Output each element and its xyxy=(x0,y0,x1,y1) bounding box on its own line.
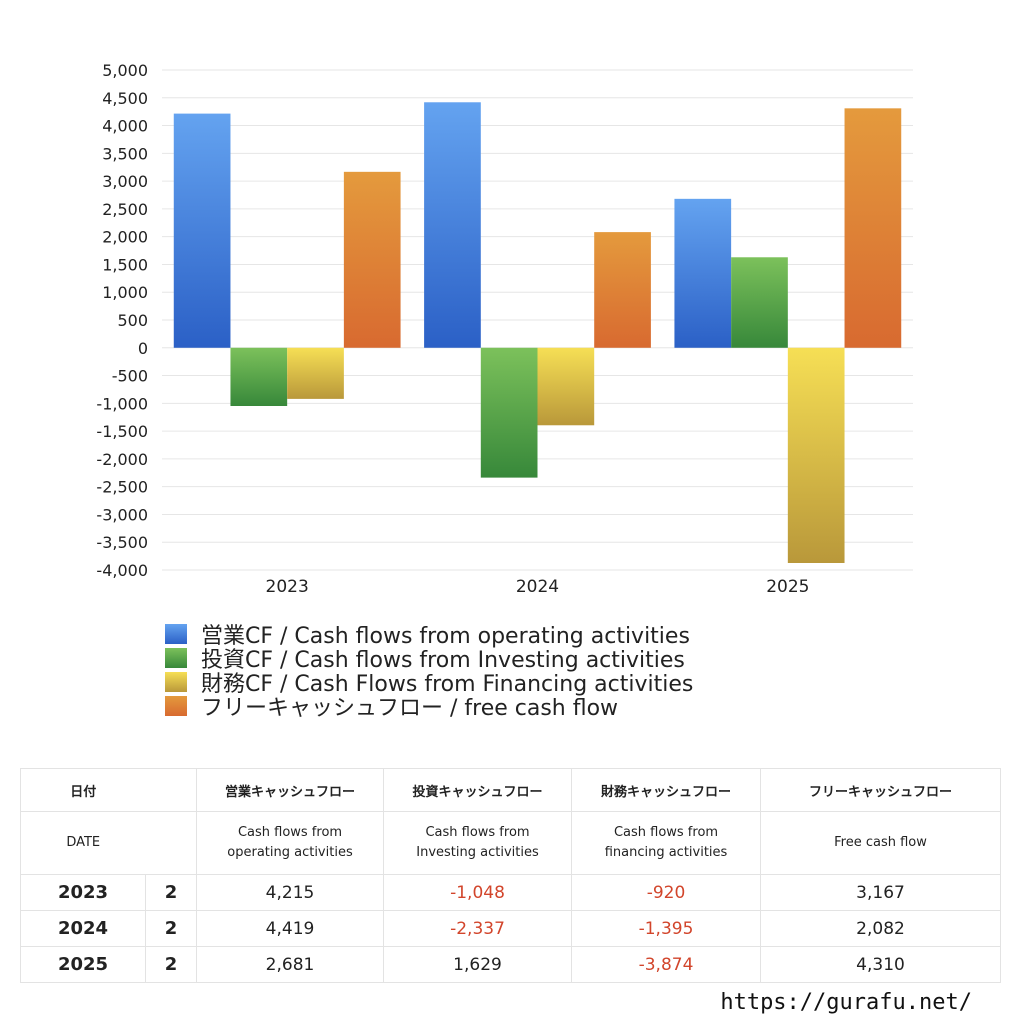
bar-operating xyxy=(173,113,231,348)
y-tick-label: 4,000 xyxy=(102,117,148,136)
cell-investing: 1,629 xyxy=(383,946,572,983)
cell-operating: 2,681 xyxy=(196,946,384,983)
x-axis-ticks: 2023 2024 2025 xyxy=(266,577,810,597)
table-header-japanese: 日付 営業キャッシュフロー 投資キャッシュフロー 財務キャッシュフロー フリーキ… xyxy=(20,768,1001,812)
y-tick-label: -1,000 xyxy=(96,394,148,413)
cell-operating: 4,419 xyxy=(196,910,384,947)
cell-financing: -1,395 xyxy=(571,910,761,947)
legend-item-financing: 財務CF / Cash Flows from Financing activit… xyxy=(165,670,693,697)
y-axis-ticks: 5,000 4,500 4,000 3,500 3,000 2,500 2,000 1,500… xyxy=(96,61,148,580)
table-row: 2023 2 4,215 -1,048 -920 3,167 xyxy=(20,874,1001,911)
y-tick-label: -3,000 xyxy=(96,505,148,524)
bar-financing xyxy=(287,347,344,399)
header-count-en xyxy=(145,811,197,875)
header-date-jp: 日付 xyxy=(20,768,146,812)
header-investing-en: Cash flows from Investing activities xyxy=(383,811,572,875)
bar-investing xyxy=(230,347,288,406)
site-url: https://gurafu.net/ xyxy=(720,990,972,1015)
cell-financing: -920 xyxy=(571,874,761,911)
cell-free-cash-flow: 2,082 xyxy=(760,910,1001,947)
y-tick-label: -4,000 xyxy=(96,561,148,580)
bar-investing xyxy=(731,257,788,348)
table-row: 2025 2 2,681 1,629 -3,874 4,310 xyxy=(20,946,1001,983)
cell-year: 2024 xyxy=(20,910,146,947)
y-tick-label: 2,500 xyxy=(102,200,148,219)
legend-label-operating: 営業CF / Cash flows from operating activit… xyxy=(201,624,690,649)
y-tick-label: 3,500 xyxy=(102,144,148,163)
legend-swatch-operating xyxy=(165,624,187,644)
y-tick-label: 0 xyxy=(138,339,148,358)
header-financing-en: Cash flows from financing activities xyxy=(571,811,761,875)
bar-financing xyxy=(537,347,595,426)
y-tick-label: -500 xyxy=(112,367,148,386)
y-tick-label: 3,000 xyxy=(102,172,148,191)
y-tick-label: 500 xyxy=(117,311,148,330)
header-operating-jp: 営業キャッシュフロー xyxy=(196,768,384,812)
cell-investing: -2,337 xyxy=(383,910,572,947)
cell-operating: 4,215 xyxy=(196,874,384,911)
cash-flow-bar-chart: 5,000 4,500 4,000 3,500 3,000 2,500 2,000 1,500… xyxy=(96,61,913,597)
x-tick-label: 2023 xyxy=(266,577,309,597)
cash-flow-table: 日付 営業キャッシュフロー 投資キャッシュフロー 財務キャッシュフロー フリーキ… xyxy=(20,768,1001,983)
y-tick-label: -1,500 xyxy=(96,422,148,441)
bar-free-cash-flow xyxy=(594,232,651,348)
legend-swatch-financing xyxy=(165,672,187,692)
header-financing-jp: 財務キャッシュフロー xyxy=(571,768,761,812)
bar-financing xyxy=(787,347,845,563)
cell-financing: -3,874 xyxy=(571,946,761,983)
cell-count: 2 xyxy=(145,946,197,983)
table-row: 2024 2 4,419 -2,337 -1,395 2,082 xyxy=(20,910,1001,947)
bar-free-cash-flow xyxy=(844,108,902,348)
header-investing-jp: 投資キャッシュフロー xyxy=(383,768,572,812)
legend-swatch-investing xyxy=(165,648,187,668)
legend-swatch-free-cash-flow xyxy=(165,696,187,716)
bar-free-cash-flow xyxy=(343,171,401,348)
cell-count: 2 xyxy=(145,910,197,947)
cell-free-cash-flow: 4,310 xyxy=(760,946,1001,983)
y-tick-label: 1,000 xyxy=(102,283,148,302)
header-free-cash-flow-jp: フリーキャッシュフロー xyxy=(760,768,1001,812)
y-tick-label: 5,000 xyxy=(102,61,148,80)
cell-year: 2025 xyxy=(20,946,146,983)
chart-legend: 営業CF / Cash flows from operating activit… xyxy=(165,622,693,721)
legend-item-free-cash-flow: フリーキャッシュフロー / free cash flow xyxy=(165,694,693,721)
x-tick-label: 2025 xyxy=(766,577,809,597)
legend-label-investing: 投資CF / Cash flows from Investing activit… xyxy=(201,648,685,673)
y-tick-label: -2,500 xyxy=(96,478,148,497)
legend-label-financing: 財務CF / Cash Flows from Financing activit… xyxy=(201,672,694,697)
cell-investing: -1,048 xyxy=(383,874,572,911)
legend-item-investing: 投資CF / Cash flows from Investing activit… xyxy=(165,646,693,673)
bar-operating xyxy=(674,198,732,348)
legend-label-free-cash-flow: フリーキャッシュフロー / free cash flow xyxy=(201,696,619,721)
header-operating-en: Cash flows from operating activities xyxy=(196,811,384,875)
header-date-en: DATE xyxy=(20,811,146,875)
cell-count: 2 xyxy=(145,874,197,911)
bar-operating xyxy=(424,102,481,348)
bar-investing xyxy=(480,347,538,478)
y-tick-label: 1,500 xyxy=(102,255,148,274)
y-tick-label: 2,000 xyxy=(102,228,148,247)
y-tick-label: -3,500 xyxy=(96,533,148,552)
cell-year: 2023 xyxy=(20,874,146,911)
header-free-cash-flow-en: Free cash flow xyxy=(760,811,1001,875)
cell-free-cash-flow: 3,167 xyxy=(760,874,1001,911)
bars xyxy=(173,102,902,563)
header-count-jp xyxy=(145,768,197,812)
table-header-english: DATE Cash flows from operating activitie… xyxy=(20,811,1001,875)
y-tick-label: -2,000 xyxy=(96,450,148,469)
legend-item-operating: 営業CF / Cash flows from operating activit… xyxy=(165,622,693,649)
y-tick-label: 4,500 xyxy=(102,89,148,108)
x-tick-label: 2024 xyxy=(516,577,559,597)
